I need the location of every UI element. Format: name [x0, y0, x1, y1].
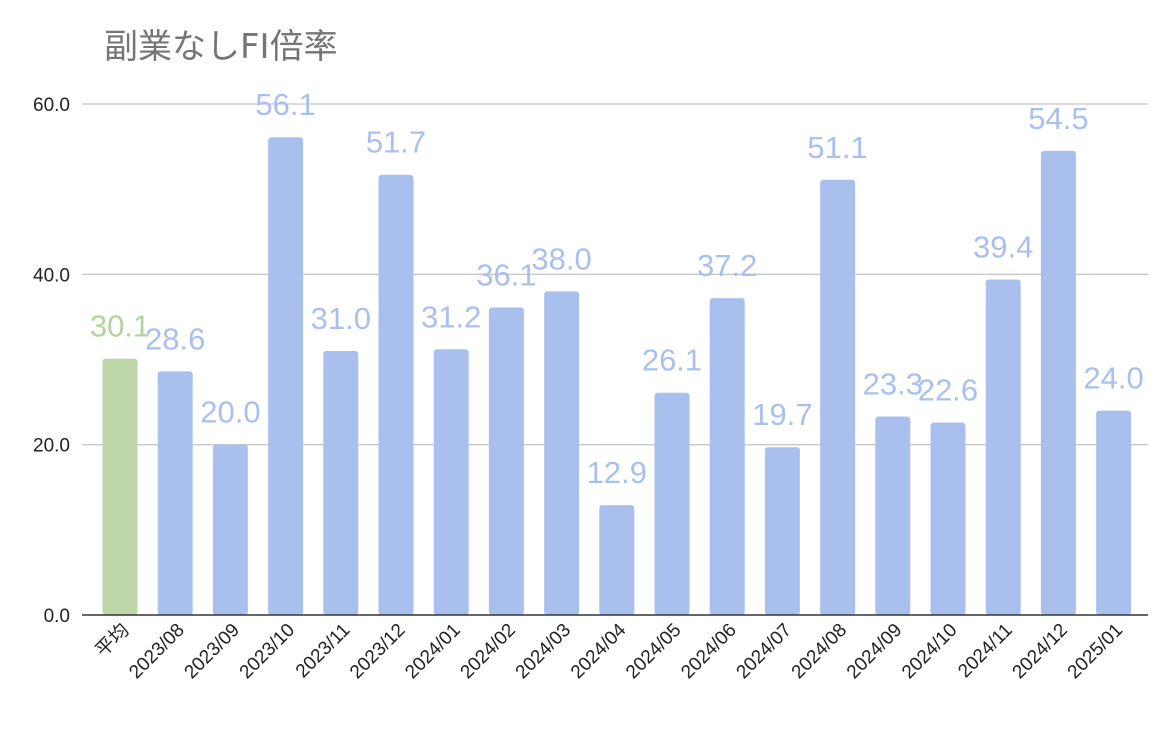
bar: [1096, 410, 1132, 615]
gridlines: [82, 103, 1148, 446]
x-tick-label: 2023/11: [292, 620, 354, 682]
y-tick-label: 20.0: [33, 436, 70, 457]
bar: [433, 349, 469, 615]
x-tick-label: 2024/09: [843, 620, 906, 683]
x-tick-label: 2023/10: [236, 620, 299, 683]
bar: [212, 444, 248, 615]
bar: [157, 371, 193, 615]
data-label: 51.1: [807, 130, 867, 165]
bar: [378, 174, 414, 615]
bar: [1040, 150, 1076, 615]
y-tick-label: 60.0: [33, 95, 70, 116]
bar: [544, 291, 580, 615]
bar: [268, 137, 304, 615]
x-tick-label: 2024/03: [512, 620, 575, 683]
data-label: 56.1: [255, 87, 315, 122]
x-tick-label: 2023/09: [181, 620, 244, 683]
y-tick-label: 40.0: [33, 265, 70, 286]
bar-average: [102, 358, 138, 615]
x-tick-label: 2024/12: [1009, 620, 1072, 683]
bar: [764, 447, 800, 615]
data-label: 22.6: [918, 373, 978, 408]
data-label: 37.2: [697, 248, 757, 283]
data-labels: 30.128.6 20.0 56.1 31.0 51.7 31.2 36.138.0 12.9…: [90, 87, 1144, 490]
bar: [820, 179, 856, 615]
bar: [875, 416, 911, 615]
data-label: 51.7: [366, 125, 426, 160]
bar: [599, 505, 635, 615]
x-tick-label: 2024/10: [898, 620, 961, 683]
x-tick-label: 2024/04: [567, 619, 631, 683]
bars: [102, 137, 1132, 615]
y-tick-label: 0.0: [44, 606, 70, 627]
bar: [488, 307, 524, 615]
bar: [930, 422, 966, 615]
x-tick-label: 2024/07: [733, 620, 796, 683]
chart-title: 副業なしFI倍率: [104, 27, 338, 67]
data-label: 12.9: [587, 455, 647, 490]
bar: [985, 279, 1021, 615]
x-tick-label: 平均: [91, 619, 133, 661]
data-label: 23.3: [863, 367, 923, 402]
data-label-average: 30.1: [90, 309, 150, 344]
data-label: 24.0: [1083, 361, 1143, 396]
y-axis-tick-labels: 0.0 20.0 40.0 60.0: [33, 95, 70, 627]
data-label: 39.4: [973, 229, 1033, 264]
data-label: 19.7: [752, 397, 812, 432]
data-label: 31.0: [311, 301, 371, 336]
data-label: 26.1: [642, 343, 702, 378]
x-tick-label: 2025/01: [1064, 620, 1127, 683]
x-tick-label: 2024/11: [954, 620, 1016, 682]
x-tick-label: 2024/05: [622, 620, 685, 683]
bar: [323, 350, 359, 615]
x-tick-label: 2024/08: [788, 620, 851, 683]
data-label: 36.1: [476, 258, 536, 293]
x-tick-label: 2023/08: [125, 620, 188, 683]
x-tick-label: 2024/01: [401, 620, 464, 683]
x-tick-label: 2024/02: [457, 620, 520, 683]
bar: [654, 392, 690, 615]
bar: [709, 298, 745, 615]
data-label: 28.6: [145, 321, 205, 356]
x-tick-label: 2023/12: [346, 620, 409, 683]
data-label: 38.0: [531, 241, 591, 276]
x-axis-tick-labels: 平均2023/082023/092023/102023/112023/12202…: [91, 619, 1127, 683]
data-label: 54.5: [1028, 101, 1088, 136]
data-label: 20.0: [200, 395, 260, 430]
x-tick-label: 2024/06: [677, 620, 740, 683]
data-label: 31.2: [421, 299, 481, 334]
